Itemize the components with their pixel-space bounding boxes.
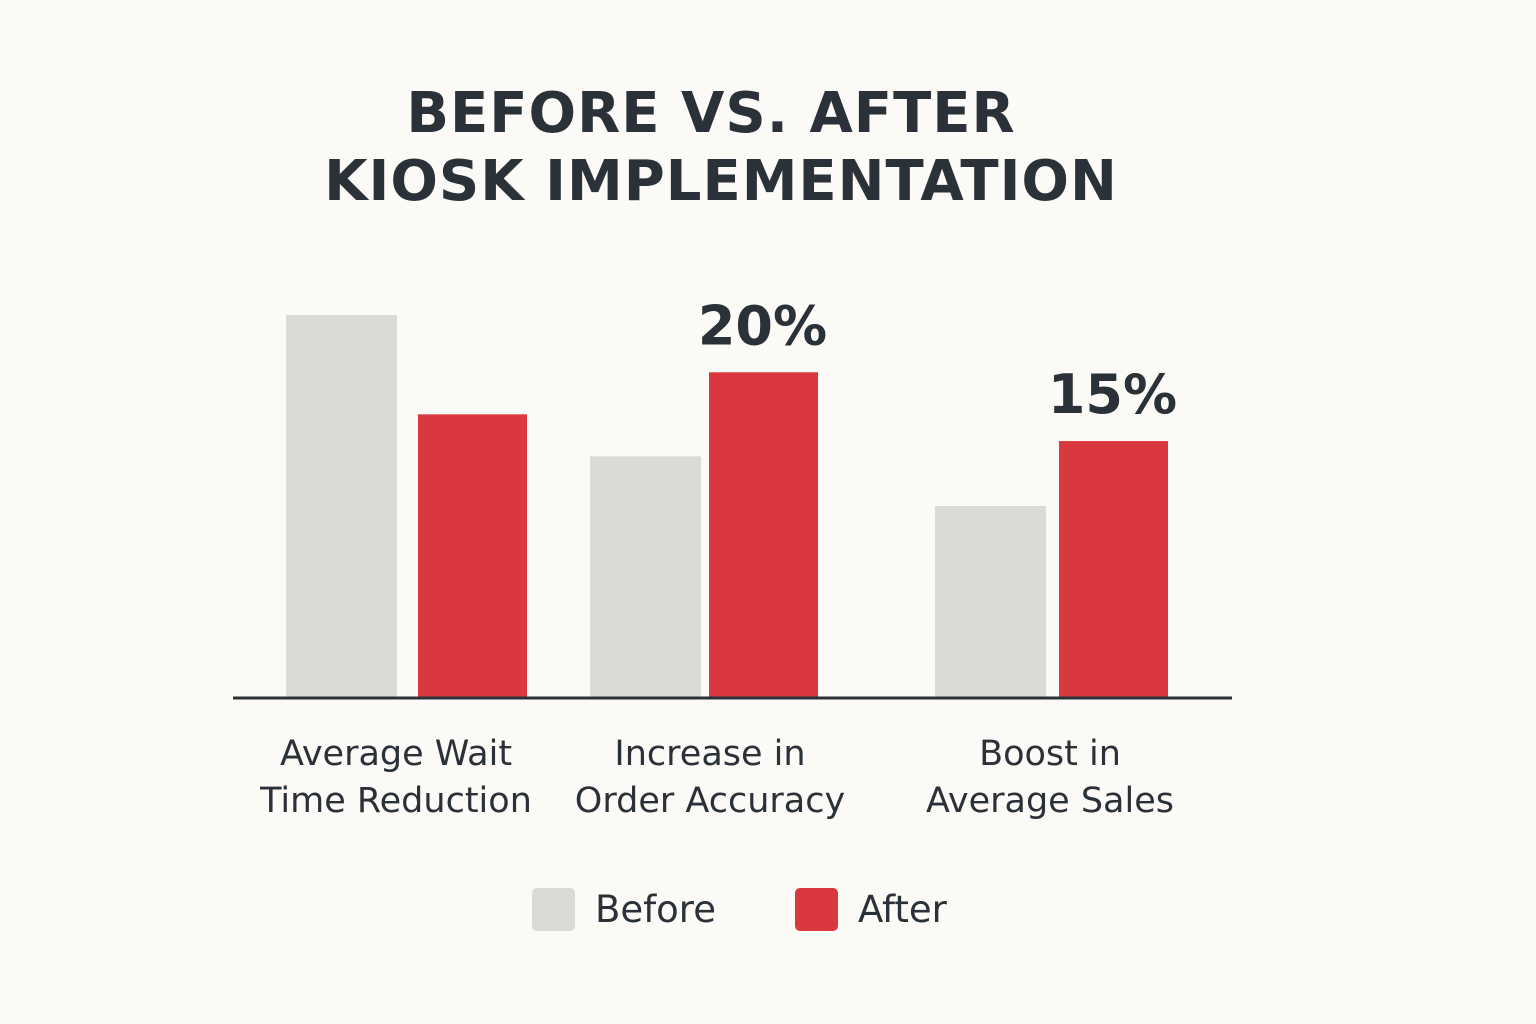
chart-title-line-2: KIOSK IMPLEMENTATION bbox=[324, 149, 1118, 214]
category-label-1-line-0: Increase in bbox=[614, 734, 805, 774]
bar-before-2 bbox=[935, 506, 1046, 697]
legend-swatch-before bbox=[532, 888, 575, 931]
bar-before-0 bbox=[286, 315, 397, 697]
bar-after-0 bbox=[418, 414, 527, 697]
chart-title-line-1: BEFORE VS. AFTER bbox=[406, 81, 1016, 146]
bar-before-1 bbox=[590, 456, 701, 697]
legend-swatch-after bbox=[795, 888, 838, 931]
legend-item-before: Before bbox=[532, 888, 716, 931]
bar-after-2 bbox=[1059, 441, 1168, 697]
bar-after-1 bbox=[709, 372, 818, 697]
data-label-0: 20% bbox=[698, 294, 827, 357]
legend-item-after: After bbox=[795, 888, 947, 931]
category-label-0-line-0: Average Wait bbox=[280, 734, 512, 774]
legend-label-after: After bbox=[858, 888, 947, 931]
category-label-2-line-0: Boost in bbox=[979, 734, 1121, 774]
data-label-1: 15% bbox=[1048, 363, 1177, 426]
legend-label-before: Before bbox=[595, 888, 716, 931]
category-label-2-line-1: Average Sales bbox=[926, 781, 1174, 821]
category-label-0-line-1: Time Reduction bbox=[259, 781, 532, 821]
category-label-1-line-1: Order Accuracy bbox=[575, 781, 845, 821]
